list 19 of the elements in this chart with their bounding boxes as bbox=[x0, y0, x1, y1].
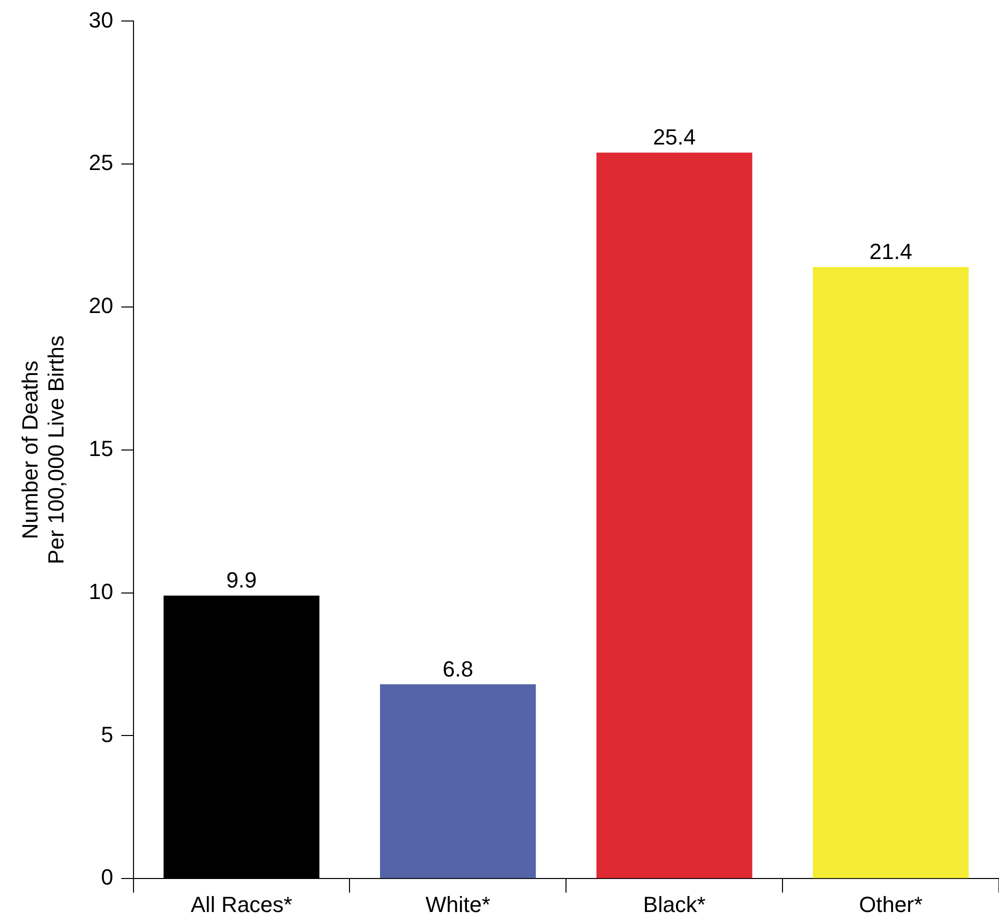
data-label: 9.9 bbox=[226, 568, 257, 593]
x-tick-label: All Races* bbox=[190, 892, 293, 917]
data-label: 21.4 bbox=[869, 239, 912, 264]
data-label: 6.8 bbox=[442, 656, 474, 682]
bar bbox=[596, 152, 752, 878]
bar bbox=[380, 684, 536, 878]
y-tick-label: 0 bbox=[101, 864, 114, 890]
y-axis-title: Number of Deaths Per 100,000 Live Births bbox=[17, 336, 69, 564]
y-tick-label: 10 bbox=[88, 578, 114, 604]
y-tick-label: 5 bbox=[101, 722, 114, 747]
bar bbox=[812, 266, 969, 878]
y-tick-label: 20 bbox=[88, 293, 114, 318]
y-tick-label: 30 bbox=[88, 7, 114, 32]
y-tick-label: 25 bbox=[88, 150, 114, 176]
y-tick-label: 15 bbox=[88, 436, 114, 461]
x-tick-label: Black* bbox=[643, 892, 706, 917]
data-label: 25.4 bbox=[652, 124, 696, 150]
x-tick-label: Other* bbox=[858, 892, 924, 917]
x-tick-label: White* bbox=[426, 892, 491, 917]
